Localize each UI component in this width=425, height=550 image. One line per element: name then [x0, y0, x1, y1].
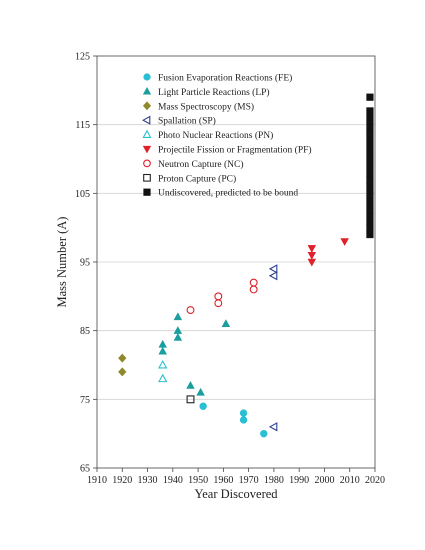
legend-label: Light Particle Reactions (LP) [158, 87, 270, 98]
series-group [270, 265, 277, 430]
data-point [215, 300, 222, 307]
x-tick-label: 1970 [239, 475, 259, 486]
data-point [367, 211, 374, 218]
data-point [174, 334, 181, 341]
y-axis-title: Mass Number (A) [55, 217, 69, 308]
data-point [367, 169, 374, 176]
data-point [367, 190, 374, 197]
legend-marker [143, 146, 150, 153]
series-group [119, 354, 126, 376]
series-group [159, 313, 230, 395]
data-point [367, 128, 374, 135]
data-point [197, 389, 204, 396]
x-tick-label: 1960 [213, 475, 233, 486]
data-point [308, 252, 315, 259]
data-point [240, 417, 247, 424]
data-point [367, 135, 374, 142]
data-point [159, 340, 166, 347]
data-point [200, 403, 207, 410]
data-point [341, 239, 348, 246]
y-tick-label: 95 [80, 258, 90, 269]
x-tick-label: 1930 [138, 475, 158, 486]
data-point [187, 307, 194, 314]
x-tick-label: 1920 [112, 475, 132, 486]
y-tick-label: 75 [80, 395, 90, 406]
y-tick-label: 105 [75, 189, 90, 200]
data-point [367, 121, 374, 128]
data-point [367, 149, 374, 156]
legend: Fusion Evaporation Reactions (FE) Light P… [143, 73, 311, 199]
data-point [367, 108, 374, 115]
data-point [367, 142, 374, 149]
y-tick-label: 125 [75, 52, 90, 63]
data-point [367, 204, 374, 211]
legend-marker [143, 117, 150, 124]
data-point [159, 375, 166, 382]
data-point [250, 279, 257, 286]
data-point [215, 293, 222, 300]
data-point [119, 368, 126, 376]
legend-label: Projectile Fission or Fragmentation (PF) [158, 145, 312, 156]
data-point [367, 224, 374, 231]
data-point [250, 286, 257, 293]
x-tick-label: 1940 [163, 475, 183, 486]
series-group [200, 403, 267, 437]
data-point [367, 163, 374, 170]
data-point [367, 197, 374, 204]
data-point [174, 327, 181, 334]
x-axis-title: Year Discovered [194, 487, 278, 501]
data-point [270, 265, 277, 272]
data-point [367, 231, 374, 238]
data-point [367, 156, 374, 163]
data-point [367, 183, 374, 190]
legend-marker [144, 189, 151, 196]
legend-label: Photo Nuclear Reactions (PN) [158, 130, 273, 141]
data-point [367, 176, 374, 183]
y-tick-label: 115 [75, 120, 90, 131]
series-group [159, 361, 166, 382]
data-point [119, 354, 126, 362]
legend-label: Neutron Capture (NC) [158, 159, 243, 170]
x-tick-label: 1910 [87, 475, 107, 486]
legend-marker [143, 102, 150, 110]
y-tick-label: 85 [80, 326, 90, 337]
legend-label: Mass Spectroscopy (MS) [158, 101, 254, 112]
legend-marker [144, 74, 151, 81]
x-tick-label: 2010 [340, 475, 360, 486]
x-tick-label: 1980 [264, 475, 284, 486]
data-point [270, 272, 277, 279]
legend-marker [143, 131, 150, 138]
data-point [187, 382, 194, 389]
legend-marker [143, 88, 150, 95]
x-tick-label: 1950 [188, 475, 208, 486]
legend-label: Fusion Evaporation Reactions (FE) [158, 73, 292, 84]
series-group [187, 279, 257, 313]
data-point [174, 313, 181, 320]
data-point [308, 259, 315, 266]
data-point [159, 347, 166, 354]
x-tick-label: 2020 [365, 475, 385, 486]
series-group [367, 94, 374, 238]
legend-marker [144, 175, 151, 182]
data-point [270, 423, 277, 430]
data-point [367, 115, 374, 122]
data-point [308, 245, 315, 252]
axis-ticks: 65 75 85 95 105 115 125 1910 1920 1930 1940 1950 196… [75, 52, 385, 487]
data-point [260, 430, 267, 437]
legend-label: Undiscovered, predicted to be bound [158, 189, 298, 199]
legend-label: Proton Capture (PC) [158, 173, 236, 184]
legend-label: Spallation (SP) [158, 116, 216, 127]
data-point [240, 410, 247, 417]
legend-marker [144, 160, 151, 167]
data-point [367, 94, 374, 101]
x-tick-label: 2000 [314, 475, 334, 486]
data-point [367, 218, 374, 225]
data-point [222, 320, 229, 327]
data-point [159, 361, 166, 368]
x-tick-label: 1990 [289, 475, 309, 486]
y-tick-label: 65 [80, 464, 90, 475]
